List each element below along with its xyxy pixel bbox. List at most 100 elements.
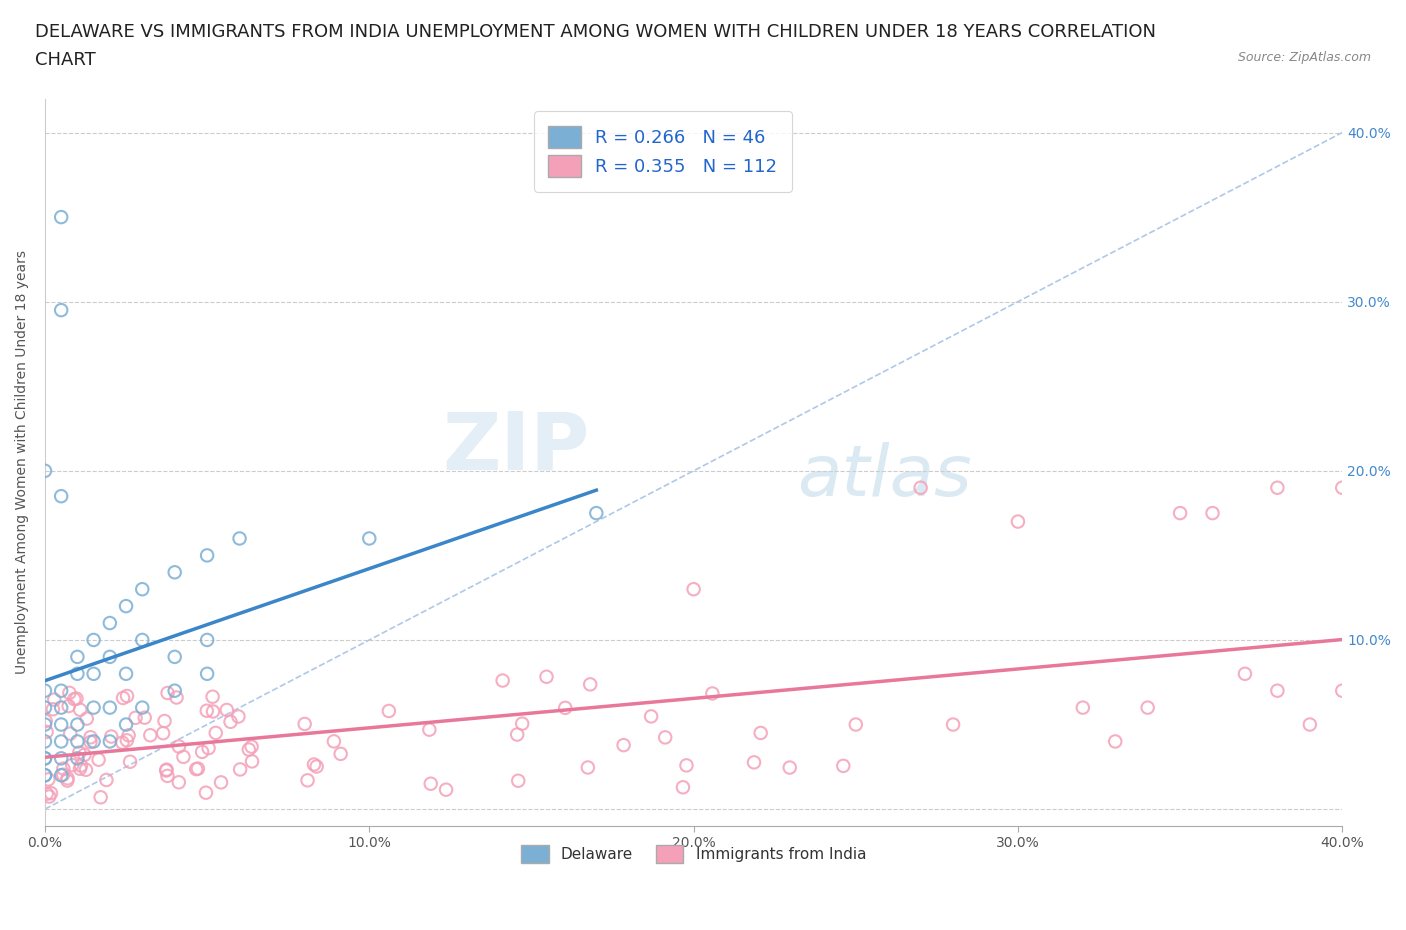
Point — [329, 747, 352, 762]
Point — [153, 713, 176, 728]
Point — [201, 689, 224, 704]
Point — [1267, 480, 1289, 495]
Point — [98, 649, 121, 664]
Point — [51, 717, 73, 732]
Point — [56, 771, 79, 786]
Point — [195, 632, 218, 647]
Point — [59, 726, 82, 741]
Point — [209, 775, 232, 790]
Point — [34, 768, 56, 783]
Point — [1267, 684, 1289, 698]
Point — [1201, 506, 1223, 521]
Point — [63, 692, 86, 707]
Point — [76, 711, 98, 726]
Point — [83, 666, 105, 681]
Point — [1331, 480, 1354, 495]
Point — [1007, 514, 1029, 529]
Point — [579, 677, 602, 692]
Legend: Delaware, Immigrants from India: Delaware, Immigrants from India — [515, 839, 872, 870]
Point — [79, 735, 101, 750]
Point — [219, 714, 242, 729]
Point — [201, 704, 224, 719]
Point — [66, 734, 89, 749]
Point — [186, 762, 208, 777]
Point — [359, 531, 381, 546]
Point — [66, 649, 89, 664]
Text: DELAWARE VS IMMIGRANTS FROM INDIA UNEMPLOYMENT AMONG WOMEN WITH CHILDREN UNDER 1: DELAWARE VS IMMIGRANTS FROM INDIA UNEMPL… — [35, 23, 1156, 41]
Point — [240, 739, 263, 754]
Text: Source: ZipAtlas.com: Source: ZipAtlas.com — [1237, 51, 1371, 64]
Point — [195, 703, 218, 718]
Text: CHART: CHART — [35, 51, 96, 69]
Point — [66, 666, 89, 681]
Point — [155, 763, 177, 777]
Point — [52, 761, 75, 776]
Point — [228, 709, 250, 724]
Point — [167, 739, 190, 754]
Point — [51, 489, 73, 504]
Point — [131, 582, 153, 597]
Point — [51, 700, 73, 715]
Point — [38, 789, 60, 804]
Point — [419, 777, 441, 791]
Y-axis label: Unemployment Among Women with Children Under 18 years: Unemployment Among Women with Children U… — [15, 250, 30, 674]
Point — [228, 531, 250, 546]
Point — [238, 742, 260, 757]
Point — [69, 762, 91, 777]
Point — [35, 713, 58, 728]
Point — [172, 750, 194, 764]
Point — [117, 728, 139, 743]
Point — [166, 690, 188, 705]
Point — [139, 728, 162, 743]
Point — [115, 666, 138, 681]
Point — [87, 752, 110, 767]
Point — [34, 751, 56, 765]
Point — [322, 734, 344, 749]
Point — [73, 748, 96, 763]
Point — [305, 759, 328, 774]
Point — [131, 632, 153, 647]
Point — [675, 758, 697, 773]
Point — [749, 725, 772, 740]
Point — [115, 733, 138, 748]
Point — [51, 209, 73, 224]
Point — [42, 702, 65, 717]
Point — [194, 785, 217, 800]
Point — [37, 772, 59, 787]
Point — [832, 759, 855, 774]
Point — [100, 729, 122, 744]
Point — [240, 754, 263, 769]
Point — [1233, 666, 1256, 681]
Point — [742, 755, 765, 770]
Point — [67, 745, 90, 760]
Point — [1136, 700, 1159, 715]
Point — [191, 744, 214, 759]
Point — [34, 684, 56, 698]
Point — [195, 666, 218, 681]
Point — [779, 760, 801, 775]
Point — [585, 506, 607, 521]
Point — [640, 709, 662, 724]
Point — [124, 711, 146, 725]
Point — [1104, 734, 1126, 749]
Point — [434, 782, 457, 797]
Point — [112, 690, 135, 705]
Point — [1071, 700, 1094, 715]
Point — [1364, 717, 1386, 732]
Point — [111, 736, 134, 751]
Point — [229, 762, 252, 777]
Point — [115, 599, 138, 614]
Point — [1299, 717, 1322, 732]
Point — [204, 725, 226, 740]
Point — [942, 717, 965, 732]
Point — [51, 734, 73, 749]
Point — [34, 768, 56, 783]
Point — [60, 758, 83, 773]
Point — [115, 688, 138, 703]
Point — [83, 700, 105, 715]
Point — [163, 684, 186, 698]
Point — [156, 685, 179, 700]
Point — [66, 751, 89, 765]
Point — [1168, 506, 1191, 521]
Point — [51, 302, 73, 317]
